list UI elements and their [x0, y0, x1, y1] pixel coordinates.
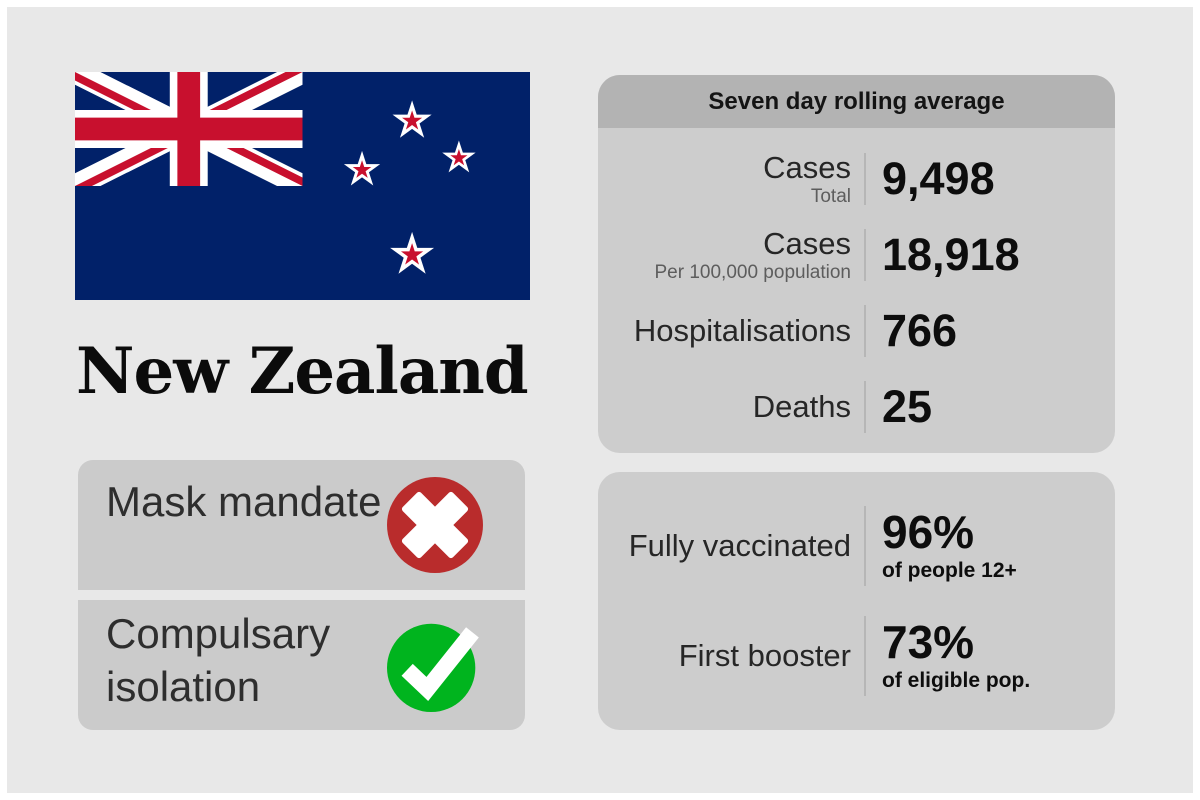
stat-value: 9,498 [882, 153, 995, 204]
vaccination-panel: Fully vaccinated 96% of people 12+ First… [598, 472, 1115, 730]
cross-circle-icon [387, 477, 483, 573]
new-zealand-flag-icon [75, 72, 530, 300]
stat-row-deaths: Deaths 25 [598, 369, 1115, 445]
vaccination-row-fully-vaccinated: Fully vaccinated 96% of people 12+ [598, 491, 1115, 601]
stat-row-hospitalisations: Hospitalisations 766 [598, 293, 1115, 369]
divider [864, 229, 866, 281]
vaccination-label: First booster [678, 638, 851, 673]
policy-box-mask-mandate: Mask mandate [78, 460, 525, 590]
stat-row-cases-total: Cases Total 9,498 [598, 141, 1115, 217]
policy-box-compulsary-isolation: Compulsary isolation [78, 600, 525, 730]
vaccination-value: 73% [882, 616, 975, 669]
divider [864, 153, 866, 205]
vaccination-value: 96% [882, 506, 975, 559]
stat-value: 18,918 [882, 229, 1020, 280]
check-circle-icon [387, 623, 479, 713]
policy-label: Compulsary isolation [106, 610, 331, 710]
stat-sublabel: Total [810, 185, 851, 207]
stat-value: 25 [882, 381, 933, 432]
policy-label: Mask mandate [106, 478, 382, 525]
divider [864, 616, 866, 696]
stat-row-cases-per-100k: Cases Per 100,000 population 18,918 [598, 217, 1115, 293]
stats-panel: Seven day rolling average Cases Total 9,… [598, 75, 1115, 453]
vaccination-label: Fully vaccinated [628, 528, 851, 563]
stat-label: Cases [763, 225, 851, 261]
stat-value: 766 [882, 305, 958, 356]
stat-label: Deaths [752, 388, 851, 424]
stats-rows: Cases Total 9,498 Cases Per 100,000 popu… [598, 128, 1115, 445]
stat-label: Cases [763, 149, 851, 185]
divider [864, 506, 866, 586]
vaccination-note: of people 12+ [882, 558, 1017, 582]
stats-panel-header: Seven day rolling average [598, 75, 1115, 128]
country-title: New Zealand [76, 334, 529, 409]
divider [864, 305, 866, 357]
vaccination-row-first-booster: First booster 73% of eligible pop. [598, 601, 1115, 711]
divider [864, 381, 866, 433]
stat-label: Hospitalisations [633, 312, 851, 348]
vaccination-note: of eligible pop. [882, 668, 1031, 692]
stat-sublabel: Per 100,000 population [654, 261, 852, 283]
